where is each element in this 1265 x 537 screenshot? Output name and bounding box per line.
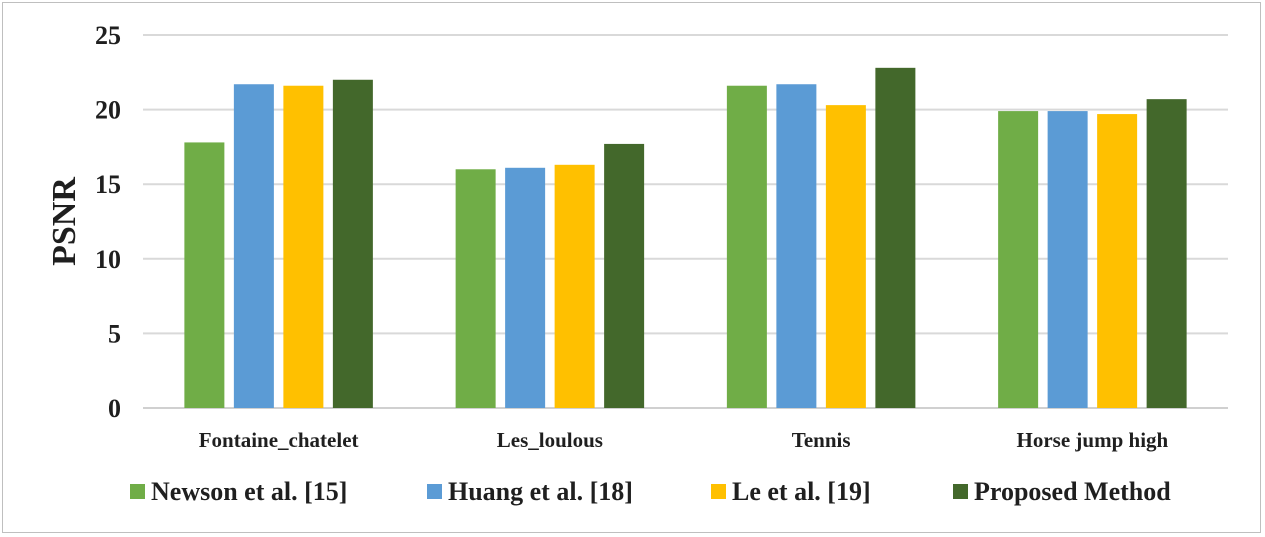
bar bbox=[184, 142, 225, 408]
y-axis-title: PSNR bbox=[46, 177, 83, 266]
bar bbox=[505, 167, 546, 408]
legend: Newson et al. [15] Huang et al. [18] Le et… bbox=[130, 477, 1171, 506]
y-axis-ticks: 0 5 10 15 20 25 bbox=[95, 21, 121, 423]
y-tick-label: 0 bbox=[108, 394, 121, 423]
legend-swatch bbox=[953, 484, 968, 499]
legend-label: Proposed Method bbox=[974, 477, 1171, 506]
x-category-label: Tennis bbox=[792, 428, 851, 452]
x-axis-categories: Fontaine_chatelet Les_loulous Tennis Horse … bbox=[199, 428, 1169, 452]
bar bbox=[332, 79, 373, 408]
x-category-label: Les_loulous bbox=[497, 428, 603, 452]
bar bbox=[776, 84, 817, 409]
bar bbox=[875, 67, 916, 408]
y-tick-label: 20 bbox=[95, 96, 121, 125]
bar bbox=[455, 169, 496, 408]
legend-swatch bbox=[427, 484, 442, 499]
legend-label: Huang et al. [18] bbox=[448, 477, 633, 506]
legend-label: Le et al. [19] bbox=[732, 477, 871, 506]
x-category-label: Fontaine_chatelet bbox=[199, 428, 359, 452]
bars bbox=[184, 67, 1187, 409]
legend-swatch bbox=[711, 484, 726, 499]
y-tick-label: 10 bbox=[95, 245, 121, 274]
bar bbox=[1097, 114, 1138, 409]
bar bbox=[1146, 99, 1187, 408]
bar bbox=[1047, 111, 1088, 408]
bar bbox=[554, 164, 595, 408]
gridlines bbox=[143, 34, 1228, 409]
y-tick-label: 25 bbox=[95, 21, 121, 50]
bar bbox=[283, 85, 324, 408]
legend-label: Newson et al. [15] bbox=[151, 477, 347, 506]
legend-swatch bbox=[130, 484, 145, 499]
bar bbox=[726, 85, 767, 408]
bar-chart: 0 5 10 15 20 25 PSNR Fontaine_chatelet Les_lou… bbox=[46, 21, 1228, 506]
x-category-label: Horse jump high bbox=[1017, 428, 1169, 452]
bar bbox=[604, 143, 645, 408]
bar bbox=[998, 111, 1039, 408]
bar bbox=[825, 105, 866, 409]
y-tick-label: 5 bbox=[108, 319, 121, 348]
y-tick-label: 15 bbox=[95, 170, 121, 199]
bar bbox=[233, 84, 274, 409]
